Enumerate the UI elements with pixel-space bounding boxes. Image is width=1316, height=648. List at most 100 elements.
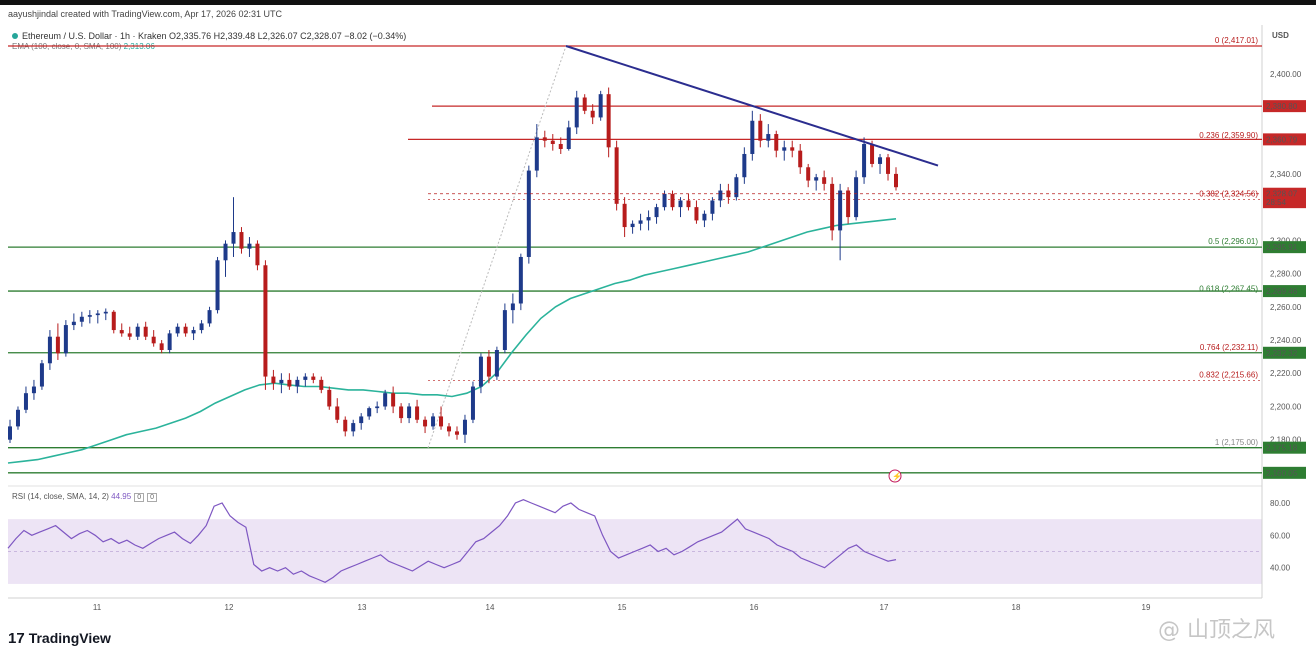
- candle-body: [766, 134, 771, 141]
- candle-body: [327, 389, 332, 407]
- candle-body: [103, 311, 108, 314]
- candle-body: [782, 147, 787, 151]
- candle-body: [31, 386, 36, 394]
- candle-body: [143, 326, 148, 337]
- candle-body: [502, 310, 507, 350]
- candle-body: [55, 336, 60, 354]
- candle-body: [95, 313, 100, 316]
- candle-body: [183, 326, 188, 334]
- candle-body: [271, 376, 276, 384]
- candle-body: [886, 157, 891, 174]
- watermark: @ 山顶之风: [1158, 618, 1275, 643]
- candle-body: [798, 150, 803, 168]
- symbol-text: Ethereum / U.S. Dollar · 1h · Kraken O2,…: [22, 31, 407, 41]
- candle-body: [359, 416, 364, 424]
- candle-body: [694, 207, 699, 221]
- status-dot-icon: [12, 33, 18, 39]
- candle-body: [654, 207, 659, 218]
- candle-body: [662, 193, 667, 208]
- candle-body: [207, 310, 212, 324]
- trendline[interactable]: [565, 45, 939, 167]
- candle-body: [311, 376, 316, 380]
- time-tick: 14: [486, 603, 495, 612]
- candle-body: [87, 315, 92, 317]
- candle-body: [806, 167, 811, 181]
- candle-body: [247, 243, 252, 249]
- price-label-box: [1263, 285, 1306, 298]
- price-label-box: [1263, 100, 1306, 113]
- price-label-box: [1263, 441, 1306, 454]
- time-ticks: 11 12 13 14 15 16 17 18 19: [93, 603, 1151, 612]
- candle-body: [391, 393, 396, 407]
- candle-body: [191, 330, 196, 334]
- rsi-legend[interactable]: RSI (14, close, SMA, 14, 2) 44.95 0 0: [12, 492, 158, 502]
- price-tick: 2,280.00: [1270, 270, 1302, 279]
- price-label-box: [1263, 196, 1306, 209]
- candle-body: [423, 419, 428, 427]
- candle-body: [287, 379, 292, 387]
- fib-label: 0.764 (2,232.11): [1200, 343, 1258, 352]
- candle-body: [63, 325, 68, 354]
- candle-body: [670, 193, 675, 208]
- tradingview-logo[interactable]: 17 TradingView: [8, 630, 111, 647]
- candle-body: [822, 177, 827, 184]
- rsi-value: 44.95: [111, 492, 132, 501]
- candle-body: [335, 406, 340, 420]
- candle-body: [638, 220, 643, 224]
- candle-body: [750, 120, 755, 154]
- candle-body: [742, 153, 747, 178]
- time-tick: 16: [750, 603, 759, 612]
- candle-body: [439, 416, 444, 427]
- candle-body: [454, 431, 459, 435]
- candle-body: [263, 265, 268, 377]
- price-label: 2,295.91: [1266, 243, 1298, 252]
- price-label: 2,232.32: [1266, 349, 1298, 358]
- price-label: 2,269.46: [1266, 287, 1298, 296]
- symbol-info: Ethereum / U.S. Dollar · 1h · Kraken O2,…: [12, 31, 406, 41]
- price-tick: 2,260.00: [1270, 303, 1302, 312]
- rsi-ticks: 80.00 60.00 40.00: [1270, 499, 1291, 573]
- candle-body: [550, 140, 555, 145]
- rsi-tick: 80.00: [1270, 499, 1291, 508]
- candle-body: [119, 330, 124, 334]
- candle-body: [15, 409, 20, 427]
- rsi-box-2: 0: [147, 493, 158, 502]
- candle-body: [447, 426, 452, 432]
- price-label-box: [1263, 346, 1306, 359]
- candle-body: [606, 94, 611, 148]
- candle-body: [526, 170, 531, 257]
- candle-body: [814, 177, 819, 181]
- price-tick: 2,300.00: [1270, 236, 1302, 245]
- alert-icon[interactable]: ⚡: [888, 469, 902, 483]
- price-tick: 2,240.00: [1270, 336, 1302, 345]
- candle-body: [431, 416, 436, 427]
- fib-label: 0.5 (2,296.01): [1208, 237, 1258, 246]
- candle-body: [566, 127, 571, 149]
- time-tick: 13: [358, 603, 367, 612]
- price-tick: 2,200.00: [1270, 402, 1302, 411]
- price-label: 2,380.80: [1266, 102, 1298, 111]
- candle-body: [790, 147, 795, 151]
- candle-body: [718, 190, 723, 201]
- candle-body: [838, 190, 843, 231]
- price-ticks: 2,400.00 2,340.00 2,300.00 2,280.00 2,260.00…: [1270, 70, 1302, 444]
- candle-body: [758, 120, 763, 141]
- candle-body: [367, 408, 372, 417]
- candle-body: [295, 379, 300, 387]
- candle-body: [8, 426, 12, 440]
- candle-body: [686, 200, 691, 208]
- candle-body: [47, 336, 52, 364]
- candle-body: [215, 260, 220, 311]
- candle-body: [415, 406, 420, 420]
- tv-mark-icon: 17: [8, 630, 25, 647]
- candle-body: [854, 177, 859, 218]
- time-tick: 11: [93, 603, 102, 612]
- candle-body: [510, 303, 515, 311]
- candle-body: [319, 379, 324, 390]
- candle-body: [894, 173, 898, 188]
- candle-body: [135, 326, 140, 337]
- candle-body: [846, 190, 851, 218]
- candle-body: [870, 144, 875, 164]
- price-label-box: [1263, 241, 1306, 254]
